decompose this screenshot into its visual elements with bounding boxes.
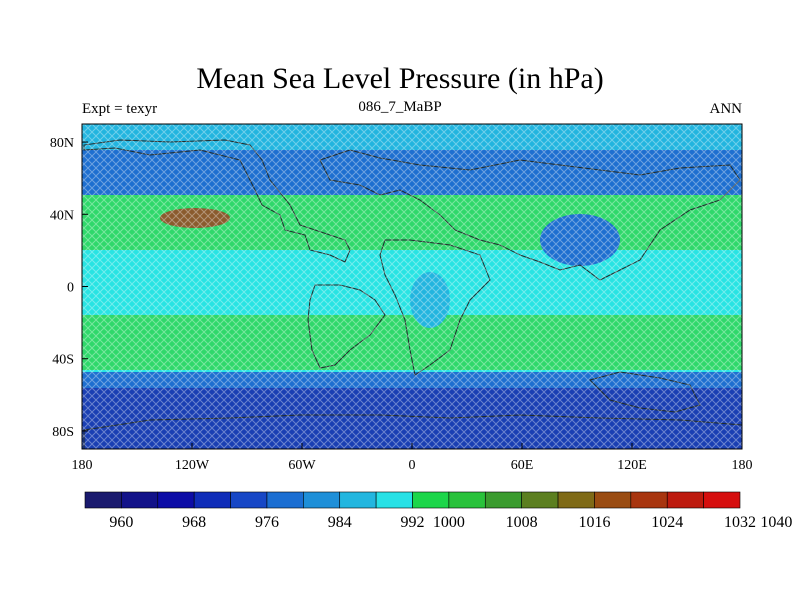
colorbar-swatch [84, 491, 122, 509]
experiment-label: Expt = texyr [82, 101, 158, 117]
y-tick-label: 40S [52, 353, 74, 368]
colorbar-label: 1032 [724, 514, 756, 531]
colorbar-swatch [448, 491, 486, 509]
colorbar-label: 960 [109, 514, 133, 531]
colorbar-label: 992 [401, 514, 425, 531]
colorbar-label: 984 [328, 514, 352, 531]
colorbar-swatch [703, 491, 741, 509]
colorbar-label: 1016 [578, 514, 610, 531]
colorbar-swatch [339, 491, 377, 509]
x-tick-label: 60E [511, 458, 534, 473]
x-tick-label: 120W [175, 458, 210, 473]
colorbar-swatch [121, 491, 159, 509]
stipple-overlay [82, 124, 742, 449]
y-axis-ticks: 80N 40N 0 40S 80S [50, 136, 88, 440]
colorbar-label: 1000 [433, 514, 465, 531]
colorbar-swatch [594, 491, 632, 509]
colorbar-swatch [266, 491, 304, 509]
pressure-field [82, 124, 742, 449]
x-tick-label: 60W [288, 458, 316, 473]
y-tick-label: 0 [67, 281, 74, 296]
colorbar-swatch [193, 491, 231, 509]
x-tick-label: 120E [617, 458, 647, 473]
x-tick-label: 180 [72, 458, 93, 473]
colorbar-swatch [303, 491, 341, 509]
season-label: ANN [709, 101, 743, 117]
colorbar-swatch [521, 491, 559, 509]
colorbar-swatch [157, 491, 195, 509]
colorbar-label: 976 [255, 514, 279, 531]
y-tick-label: 80N [50, 136, 74, 151]
colorbar-swatch [230, 491, 268, 509]
x-tick-label: 180 [732, 458, 753, 473]
colorbar-label: 968 [182, 514, 206, 531]
colorbar: 960 968 976 984 992 1000 1008 1016 1024 1032 1040 [84, 491, 792, 531]
time-label: 086_7_MaBP [358, 99, 442, 115]
colorbar-swatch [557, 491, 595, 509]
colorbar-swatch [666, 491, 704, 509]
colorbar-label: 1040 [760, 514, 792, 531]
page-title: Mean Sea Level Pressure (in hPa) [196, 62, 604, 95]
colorbar-label: 1024 [651, 514, 683, 531]
y-tick-label: 40N [50, 208, 74, 223]
colorbar-swatch [484, 491, 522, 509]
colorbar-swatch [412, 491, 450, 509]
colorbar-swatch [630, 491, 668, 509]
y-tick-label: 80S [52, 425, 74, 440]
colorbar-label: 1008 [506, 514, 538, 531]
colorbar-swatch [375, 491, 413, 509]
x-axis-ticks: 180 120W 60W 0 60E 120E 180 [72, 443, 753, 473]
x-tick-label: 0 [409, 458, 416, 473]
